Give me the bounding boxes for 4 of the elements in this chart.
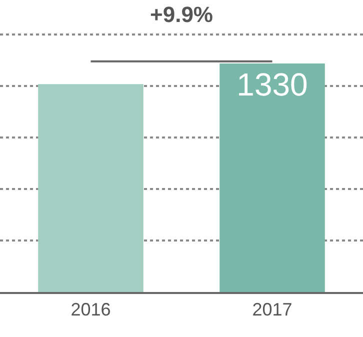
annotation: +9.9% <box>150 2 213 27</box>
data-label: 1330 <box>236 66 308 103</box>
x-tick-label: 2016 <box>70 300 111 320</box>
x-tick-label: 2017 <box>252 300 292 320</box>
